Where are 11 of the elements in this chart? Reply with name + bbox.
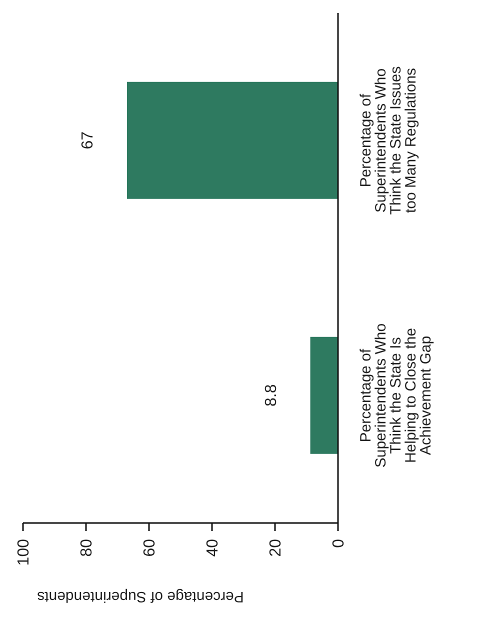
x-tick-label: 60: [142, 538, 159, 557]
x-tick-label: 80: [78, 538, 96, 557]
data-label: 8.8: [262, 384, 280, 406]
y-tick-label: Percentage of Superintendents Who Think the State Issues too Many Regulations: [358, 66, 420, 215]
data-label: 67: [80, 131, 97, 150]
y-tick-label: Percentage of Superintendents Who Think the State Is Helping to Close the Achievement Gap: [358, 323, 435, 468]
x-tick-label: 40: [204, 538, 222, 557]
x-tick-label: 0: [330, 538, 348, 548]
x-tick-label: 100: [16, 538, 33, 566]
x-tick-label: 20: [268, 538, 285, 557]
x-axis-title: Percentage of Superintendents: [37, 588, 244, 606]
